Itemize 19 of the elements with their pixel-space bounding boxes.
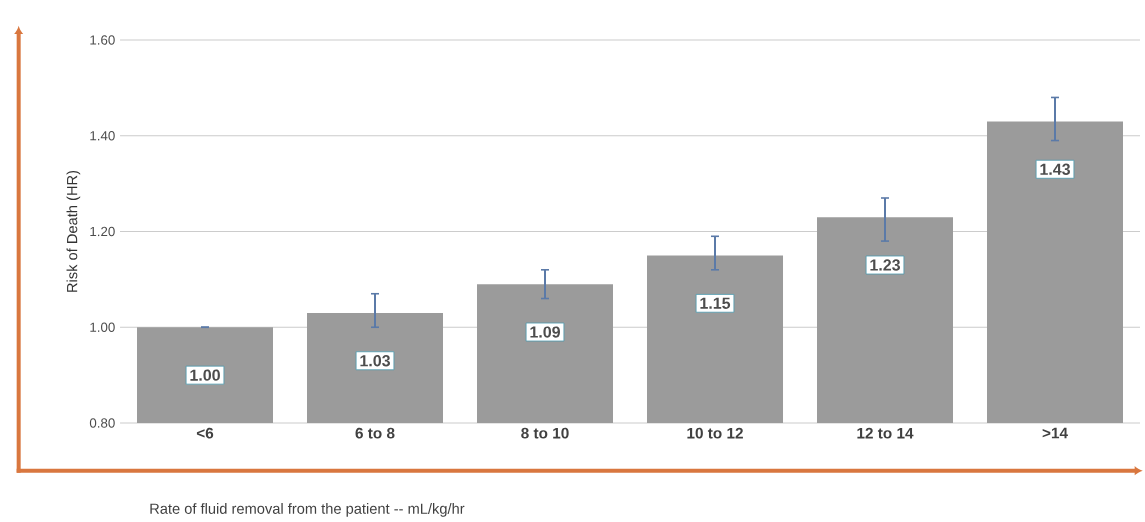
data-label: 1.23 [870,259,900,271]
x-axis-title: Rate of fluid removal from the patient -- mL/kg/hr [150,503,465,517]
y-tick-label: 1.20 [90,226,115,237]
data-label: 1.03 [360,355,390,367]
data-label: 1.00 [190,369,220,381]
y-tick-label: 1.40 [90,131,115,141]
data-label: 1.43 [1040,163,1070,175]
x-tick-label: <6 [196,427,214,439]
y-tick-label: 1.60 [90,35,115,45]
x-tick-label: 12 to 14 [857,427,914,439]
x-tick-label: 10 to 12 [687,427,743,439]
data-label: 1.09 [530,326,560,338]
data-label: 1.15 [700,297,731,309]
y-axis-title: Risk of Death (HR) [66,170,81,292]
x-tick-label: >14 [1042,427,1068,439]
x-tick-label: 8 to 10 [521,427,569,439]
x-tick-label: 6 to 8 [355,427,395,439]
y-tick-label: 0.80 [89,418,115,428]
y-tick-label: 1.00 [90,322,115,332]
